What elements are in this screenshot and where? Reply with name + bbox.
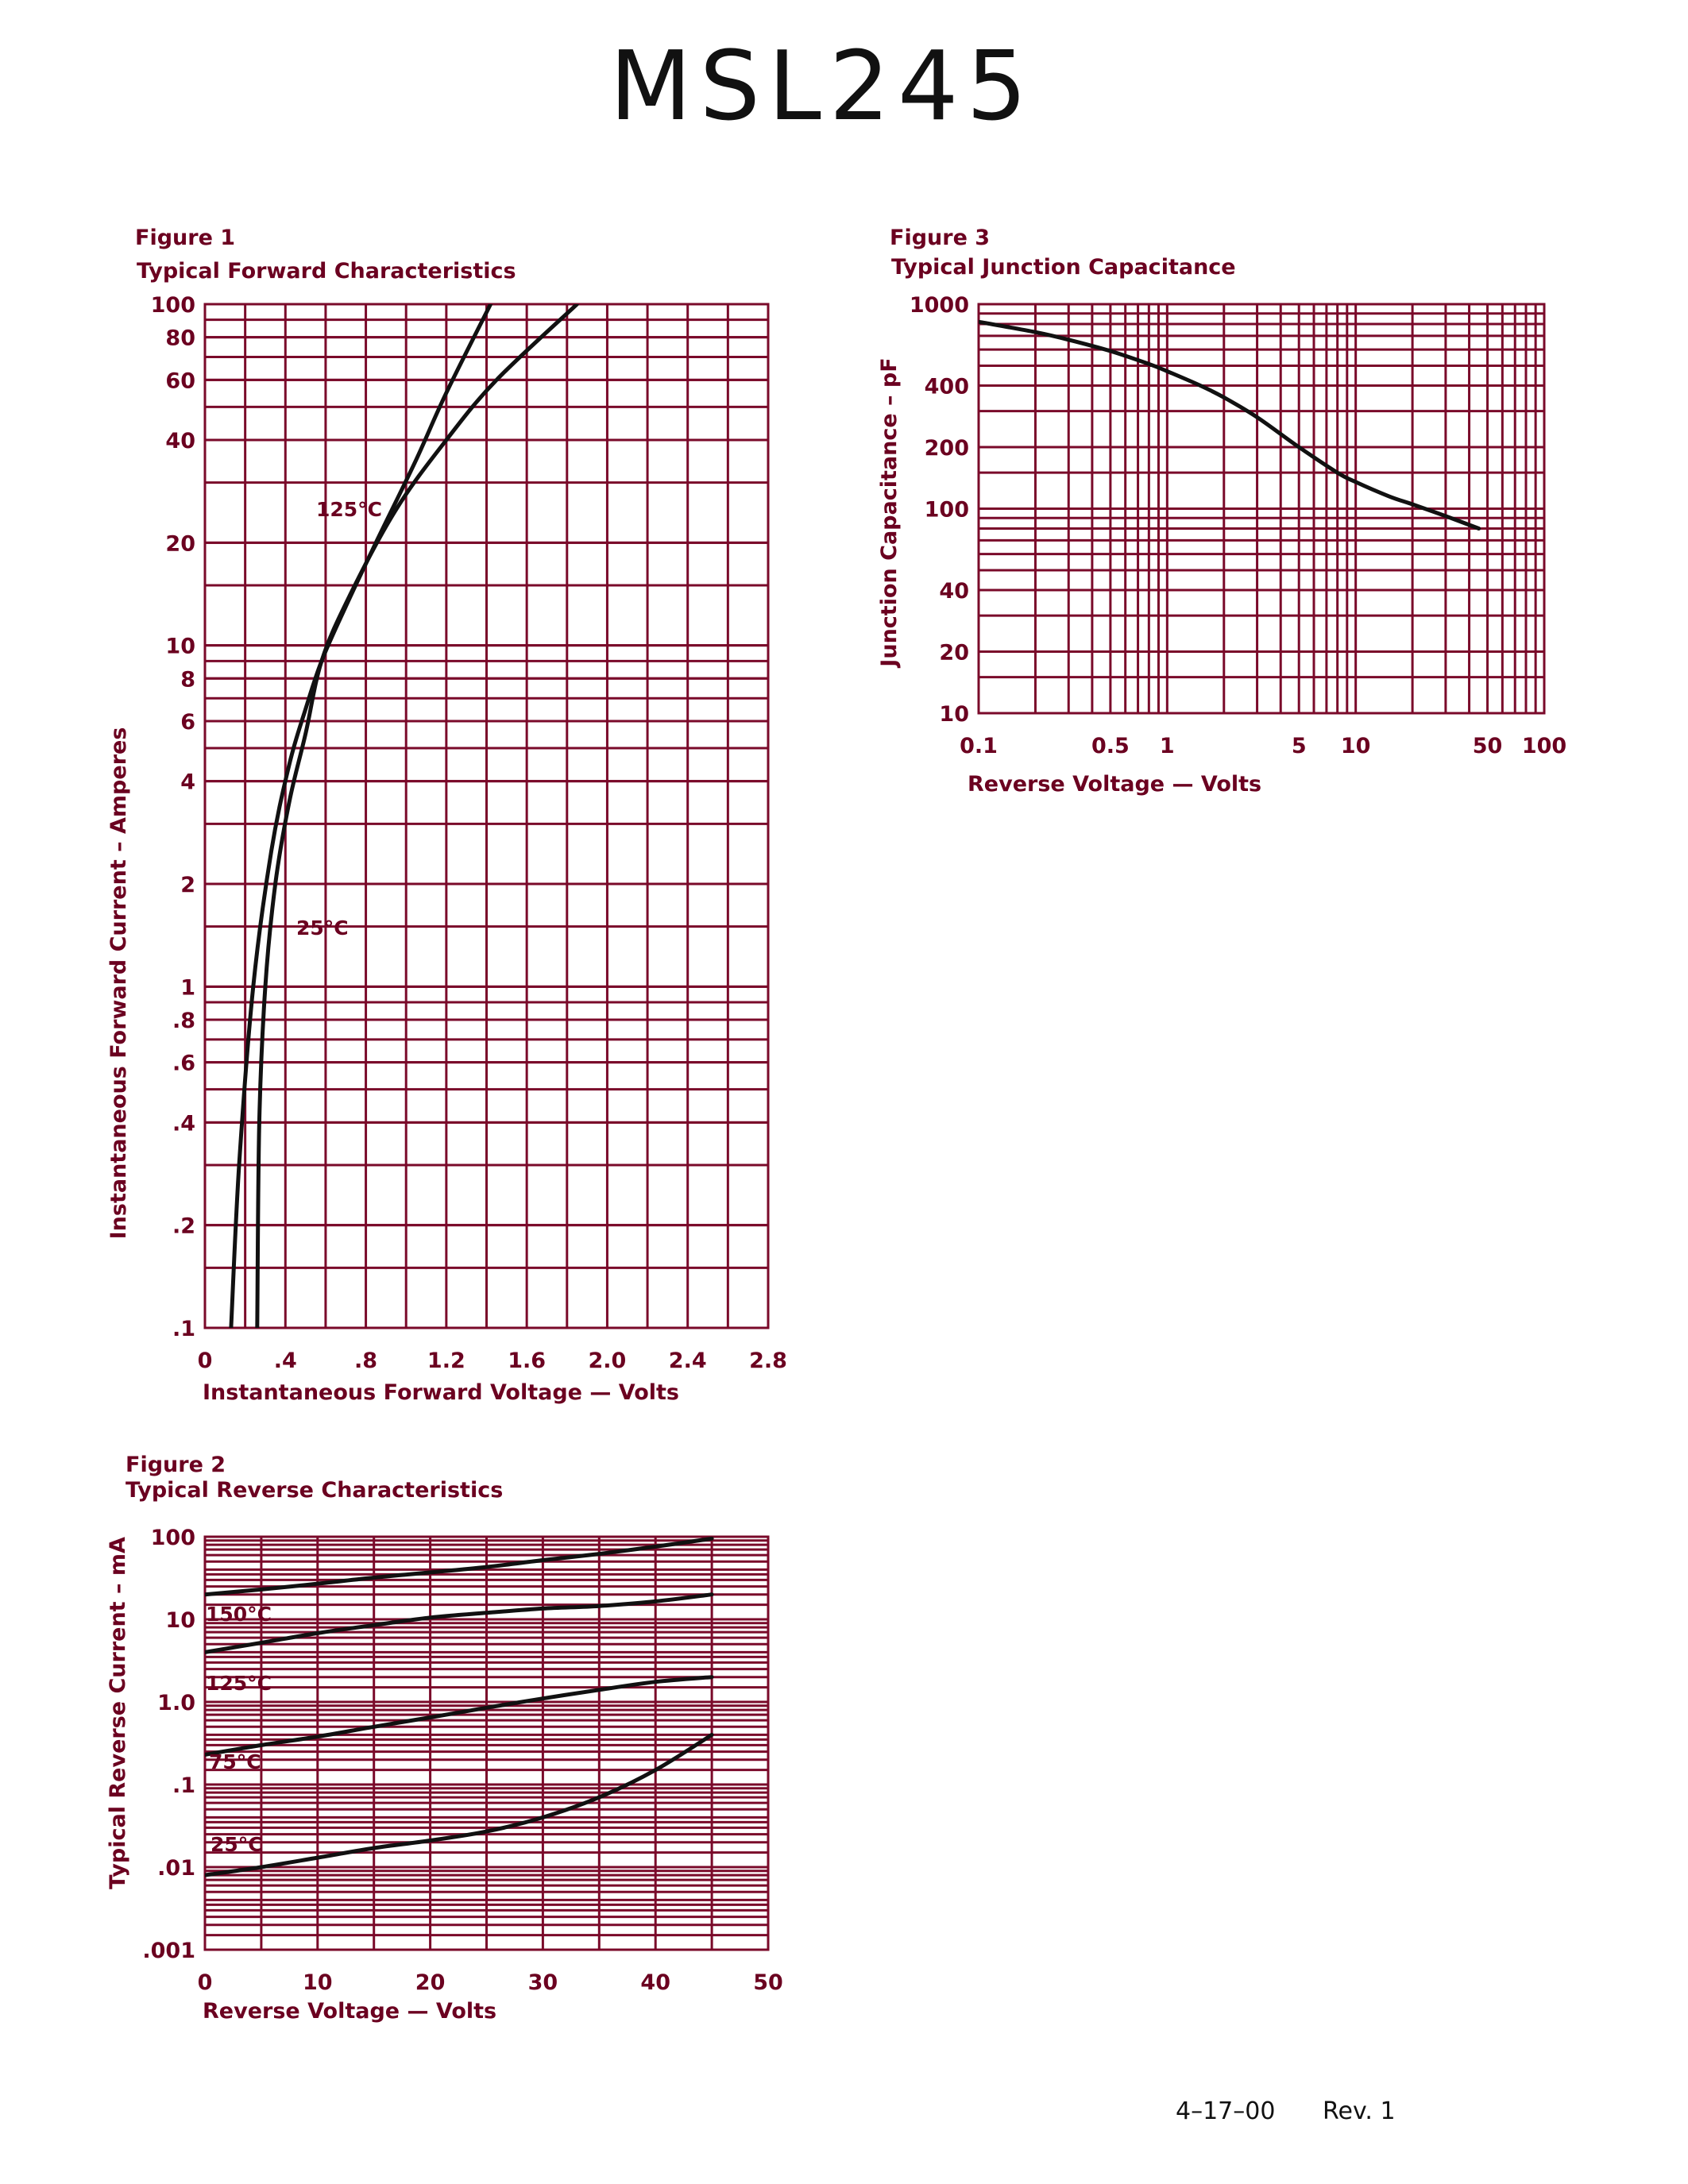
figure-2-reverse-characteristics: Figure 2 Typical Reverse Characteristics…	[106, 1453, 783, 2024]
x-tick-label: 2.4	[669, 1349, 707, 1373]
y-tick-label: 80	[165, 326, 195, 351]
figure-2-label: Figure 2	[126, 1453, 226, 1477]
figure-1-label: Figure 1	[135, 226, 235, 250]
figure-3-tick-labels: 0.1 0.5 1 5 10 50 100 10 20 40 100 200 400 1000	[910, 293, 1566, 758]
series-line-25-c	[255, 304, 579, 1328]
x-tick-label: 0	[198, 1970, 213, 1995]
figure-3-grid	[977, 303, 1546, 715]
curve-label-25c: 25°C	[211, 1833, 263, 1856]
curve-label-125c: 125°C	[316, 498, 382, 521]
series-line-25-c	[205, 1732, 714, 1877]
x-tick-label: .4	[274, 1349, 297, 1373]
page-title: MSL245	[609, 32, 1035, 142]
x-tick-label: 1.2	[427, 1349, 465, 1373]
footer-date: 4–17–00	[1176, 2097, 1275, 2125]
x-tick-label: 2.8	[749, 1349, 787, 1373]
y-tick-label: 1000	[910, 293, 969, 318]
y-tick-label: 10	[165, 635, 195, 659]
x-tick-label: .8	[354, 1349, 377, 1373]
curve-label-125c: 125°C	[206, 1672, 272, 1695]
figure-3-title: Typical Junction Capacitance	[891, 255, 1236, 280]
x-tick-label: 10	[303, 1970, 333, 1995]
y-tick-label: .1	[172, 1317, 195, 1341]
y-tick-label: 60	[165, 369, 195, 393]
curve-label-25c: 25°C	[296, 916, 349, 940]
figure-2-ylabel: Typical Reverse Current – mA	[106, 1537, 130, 1889]
figure-3-ylabel: Junction Capacitance – pF	[877, 357, 902, 668]
series-line-75-c	[205, 1675, 714, 1757]
series-line-capacitance	[979, 319, 1481, 531]
curve-label-75c: 75°C	[209, 1750, 261, 1773]
y-tick-label: 1	[180, 975, 195, 1000]
figure-1-title: Typical Forward Characteristics	[137, 259, 516, 284]
x-tick-label: 2.0	[589, 1349, 627, 1373]
figure-2-title: Typical Reverse Characteristics	[126, 1478, 503, 1503]
y-tick-label: 1.0	[157, 1691, 195, 1715]
series-line-125-c	[205, 1592, 714, 1654]
y-tick-label: 100	[925, 498, 969, 523]
y-tick-label: 10	[165, 1608, 195, 1633]
y-tick-label: 400	[925, 374, 969, 399]
series-line-150-c	[205, 1537, 714, 1597]
x-tick-label: 1.6	[508, 1349, 546, 1373]
x-tick-label: 100	[1522, 734, 1566, 758]
y-tick-label: 4	[180, 770, 195, 795]
figure-3-label: Figure 3	[890, 226, 990, 250]
figure-1-curves	[229, 304, 579, 1328]
footer-revision: Rev. 1	[1323, 2097, 1396, 2125]
y-tick-label: 100	[151, 293, 195, 318]
y-tick-label: .6	[172, 1051, 195, 1076]
x-tick-label: 5	[1292, 734, 1307, 758]
y-tick-label: 40	[165, 429, 195, 453]
figure-3-xlabel: Reverse Voltage — Volts	[968, 772, 1261, 797]
x-tick-label: 0.5	[1091, 734, 1130, 758]
x-tick-label: 10	[1341, 734, 1371, 758]
y-tick-label: 2	[180, 873, 195, 897]
x-tick-label: 0	[198, 1349, 213, 1373]
y-tick-label: 10	[939, 702, 969, 727]
x-tick-label: 30	[528, 1970, 558, 1995]
y-tick-label: .2	[172, 1214, 195, 1239]
y-tick-label: .4	[172, 1111, 195, 1136]
y-tick-label: .1	[172, 1773, 195, 1798]
figure-2-curves	[205, 1537, 714, 1877]
figure-1-tick-labels: 0 .4 .8 1.2 1.6 2.0 2.4 2.8 .1 .2 .4 .6 .8 1 2 4 6 8 10 20 4…	[151, 293, 787, 1373]
y-tick-label: .01	[157, 1856, 195, 1881]
x-tick-label: 1	[1160, 734, 1175, 758]
y-tick-label: 200	[925, 436, 969, 461]
x-tick-label: 0.1	[960, 734, 998, 758]
figure-1-ylabel: Instantaneous Forward Current – Amperes	[106, 727, 131, 1240]
figure-3-junction-capacitance: Figure 3 Typical Junction Capacitance 0.…	[877, 226, 1566, 797]
figure-1-forward-characteristics: Figure 1 Typical Forward Characteristics…	[106, 226, 787, 1405]
y-tick-label: 6	[180, 710, 195, 735]
x-tick-label: 50	[753, 1970, 783, 1995]
x-tick-label: 40	[640, 1970, 670, 1995]
y-tick-label: 20	[939, 640, 969, 665]
y-tick-label: 20	[165, 531, 195, 556]
figure-2-grid	[203, 1535, 770, 1951]
x-tick-label: 20	[415, 1970, 446, 1995]
y-tick-label: 8	[180, 667, 195, 692]
figure-3-curves	[979, 319, 1481, 531]
series-line-125-c	[229, 304, 493, 1328]
figure-1-grid	[203, 303, 770, 1329]
x-tick-label: 50	[1473, 734, 1503, 758]
figure-1-xlabel: Instantaneous Forward Voltage — Volts	[203, 1380, 679, 1405]
curve-label-150c: 150°C	[206, 1603, 272, 1626]
y-tick-label: 100	[151, 1526, 195, 1550]
y-tick-label: .001	[142, 1939, 195, 1963]
figure-2-xlabel: Reverse Voltage — Volts	[203, 1999, 496, 2024]
figure-2-tick-labels: 0 10 20 30 40 50 .001 .01 .1 1.0 10 100	[142, 1526, 782, 1995]
y-tick-label: 40	[939, 579, 969, 604]
y-tick-label: .8	[172, 1009, 195, 1033]
